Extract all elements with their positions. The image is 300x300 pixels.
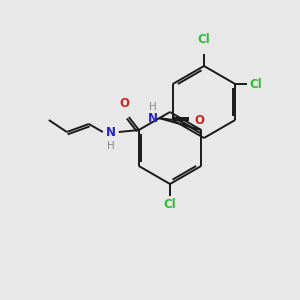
Text: N: N [106, 125, 116, 139]
Text: O: O [120, 97, 130, 110]
Text: H: H [107, 141, 115, 151]
Text: N: N [148, 112, 158, 124]
Text: Cl: Cl [198, 33, 210, 46]
Text: H: H [149, 102, 157, 112]
Text: O: O [195, 113, 205, 127]
Text: Cl: Cl [164, 198, 176, 211]
Text: Cl: Cl [249, 77, 262, 91]
